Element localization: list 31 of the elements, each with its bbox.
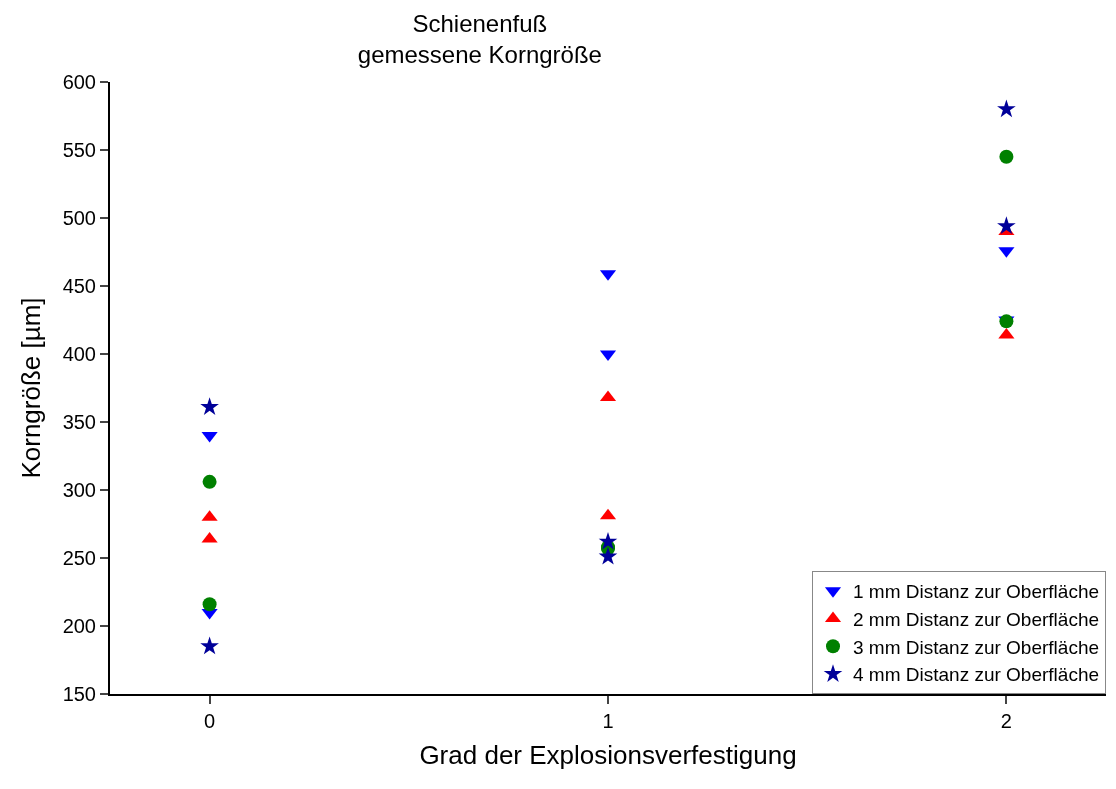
point <box>598 531 618 550</box>
y-tick-label: 400 <box>62 343 96 365</box>
x-axis-title: Grad der Explosionsverfestigung <box>419 740 797 771</box>
y-tick-label: 300 <box>62 479 96 501</box>
y-tick-label: 350 <box>62 411 96 433</box>
y-tick-label: 150 <box>62 683 96 705</box>
point <box>200 397 219 415</box>
point <box>202 474 217 489</box>
legend-label: 4 mm Distanz zur Oberfläche <box>853 664 1100 686</box>
point <box>997 99 1016 118</box>
legend-label: 3 mm Distanz zur Oberfläche <box>853 636 1100 658</box>
y-tick-label: 600 <box>62 71 96 93</box>
y-tick-label: 250 <box>62 547 96 569</box>
chart-title: Schienenfuß gemessene Korngröße <box>357 9 602 68</box>
y-tick-label: 200 <box>62 615 96 637</box>
y-tick-label: 450 <box>62 275 96 297</box>
x-tick-label: 2 <box>1000 710 1012 732</box>
y-tick-label: 500 <box>62 207 96 229</box>
x-tick-label: 1 <box>602 710 614 732</box>
point <box>598 546 618 565</box>
y-axis-title: Korngröße [µm] <box>15 297 46 479</box>
point <box>202 597 217 612</box>
point <box>999 149 1014 164</box>
y-tick-label: 550 <box>62 139 96 161</box>
legend-label: 1 mm Distanz zur Oberfläche <box>853 581 1100 603</box>
point <box>201 531 218 543</box>
point <box>997 216 1016 235</box>
point <box>200 636 219 655</box>
legend-label: 2 mm Distanz zur Oberfläche <box>853 608 1100 630</box>
x-tick-label: 0 <box>204 710 216 732</box>
point <box>998 327 1015 339</box>
